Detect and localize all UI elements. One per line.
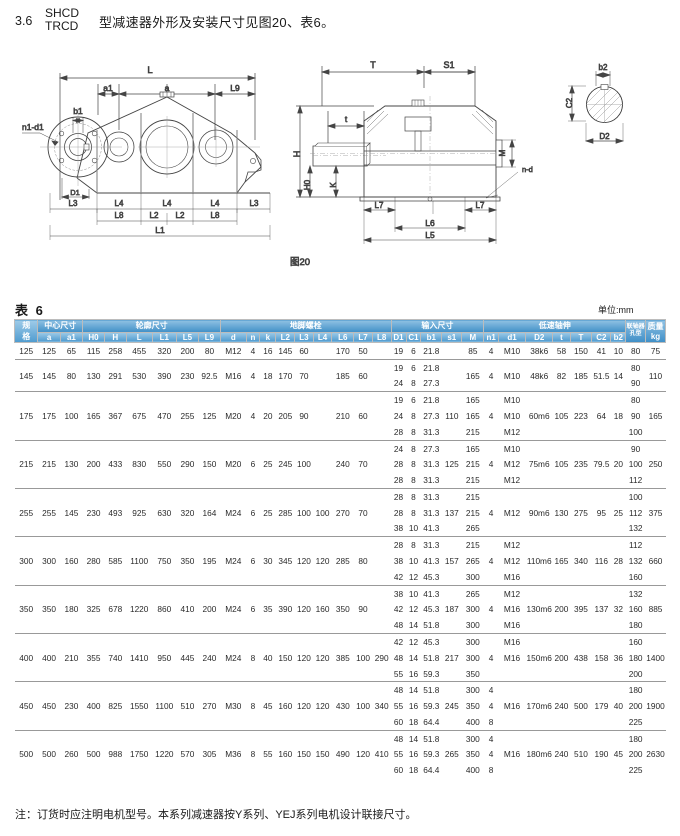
svg-text:a: a (165, 83, 170, 93)
svg-text:T: T (370, 60, 376, 70)
svg-text:L7: L7 (476, 201, 485, 210)
svg-text:H0: H0 (303, 179, 312, 190)
svg-text:L4: L4 (115, 199, 124, 208)
svg-text:L4: L4 (163, 199, 172, 208)
svg-text:L9: L9 (230, 83, 240, 93)
svg-text:b1: b1 (73, 106, 83, 116)
svg-text:S1: S1 (443, 60, 454, 70)
svg-text:L3: L3 (69, 199, 78, 208)
svg-text:L2: L2 (150, 211, 159, 220)
svg-text:D2: D2 (599, 132, 610, 141)
svg-text:a1: a1 (103, 83, 113, 93)
svg-text:H: H (292, 151, 302, 158)
svg-text:L7: L7 (375, 201, 384, 210)
svg-text:M: M (498, 149, 507, 156)
svg-text:C2: C2 (565, 97, 574, 108)
svg-text:图20: 图20 (290, 257, 310, 268)
svg-text:L4: L4 (211, 199, 220, 208)
svg-text:n1-d1: n1-d1 (22, 122, 44, 132)
svg-text:L2: L2 (176, 211, 185, 220)
svg-text:L8: L8 (211, 211, 220, 220)
svg-text:L: L (147, 65, 152, 76)
svg-text:K: K (329, 182, 338, 188)
svg-text:L6: L6 (425, 218, 435, 228)
svg-text:t: t (345, 114, 348, 124)
svg-text:L8: L8 (115, 211, 124, 220)
svg-text:D1: D1 (70, 188, 80, 197)
svg-text:b2: b2 (599, 63, 608, 72)
svg-text:L5: L5 (425, 230, 435, 240)
svg-text:L3: L3 (250, 199, 259, 208)
svg-text:L1: L1 (155, 225, 165, 235)
